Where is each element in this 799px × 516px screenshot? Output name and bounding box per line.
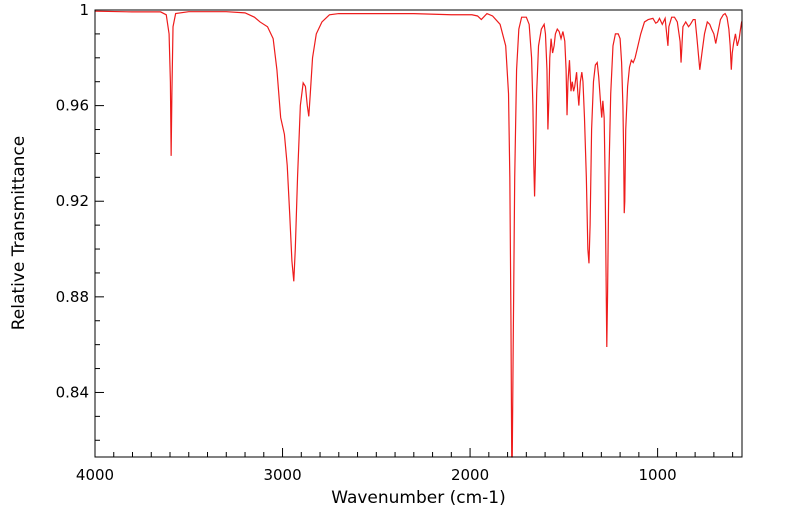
y-tick-label: 0.88 [56, 288, 89, 306]
y-tick-label: 1 [79, 1, 89, 19]
y-tick-label: 0.92 [56, 192, 89, 210]
x-tick-label: 4000 [76, 466, 114, 484]
x-tick-labels: 4000 3000 2000 1000 [76, 466, 677, 484]
transmittance-line [94, 10, 743, 458]
x-tick-label: 1000 [639, 466, 677, 484]
y-tick-labels: 1 0.96 0.92 0.88 0.84 [56, 1, 89, 401]
x-tick-label: 2000 [451, 466, 489, 484]
x-tick-label: 3000 [263, 466, 301, 484]
x-axis-title: Wavenumber (cm-1) [331, 488, 506, 508]
y-tick-label: 0.84 [56, 383, 89, 401]
plot-area [95, 10, 742, 457]
y-tick-label: 0.96 [56, 97, 89, 115]
y-axis-title: Relative Transmittance [9, 136, 29, 331]
axis-ticks [94, 9, 734, 457]
plot-frame [94, 9, 743, 458]
